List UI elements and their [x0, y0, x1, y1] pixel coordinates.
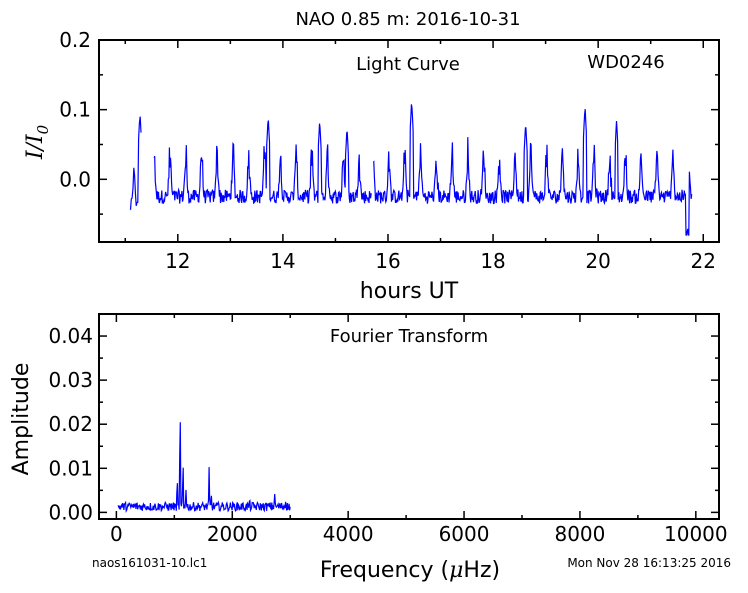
light-curve-series: [129, 104, 693, 236]
x-tick-label: 10000: [664, 522, 728, 546]
y-tick-label: 0.0: [59, 167, 91, 191]
x-tick-label: 18: [480, 249, 505, 273]
y-tick-label: 0.04: [48, 324, 93, 348]
y-tick-label: 0.2: [59, 28, 91, 52]
x-tick-label: 20: [585, 249, 610, 273]
x-title-post: Hz): [463, 558, 500, 583]
light-curve-y-axis-title: I/I0: [23, 124, 52, 160]
y-tick-label: 0.02: [48, 412, 93, 436]
x-tick-label: 8000: [554, 522, 605, 546]
fourier-series: [117, 422, 291, 513]
y-axis-title-main: I/I: [23, 133, 48, 160]
svg-text:I/I0: I/I0: [23, 124, 52, 160]
object-name: WD0246: [587, 52, 664, 73]
fourier-annotation: Fourier Transform: [330, 326, 488, 347]
fourier-x-tick-labels: 0 2000 4000 6000 8000 10000: [110, 522, 728, 546]
y-tick-label: 0.1: [59, 98, 91, 122]
x-tick-label: 12: [165, 249, 190, 273]
y-axis-title-subscript: 0: [34, 124, 52, 134]
fourier-y-tick-labels: 0.00 0.01 0.02 0.03 0.04: [48, 324, 93, 524]
figure-title: NAO 0.85 m: 2016-10-31: [295, 9, 520, 30]
y-tick-label: 0.00: [48, 500, 93, 524]
light-curve-y-tick-labels: 0.0 0.1 0.2: [59, 28, 91, 191]
x-tick-label: 16: [375, 249, 400, 273]
light-curve-panel: 12 14 16 18 20 22 0.0 0.1 0.2 Light Curve WD024…: [23, 28, 720, 304]
y-tick-label: 0.01: [48, 456, 93, 480]
fourier-x-axis-title: Frequency (μHz): [320, 558, 500, 583]
x-tick-label: 4000: [323, 522, 374, 546]
y-tick-label: 0.03: [48, 368, 93, 392]
light-curve-frame: [98, 39, 720, 243]
footer-timestamp: Mon Nov 28 16:13:25 2016: [567, 556, 731, 570]
x-tick-label: 6000: [439, 522, 490, 546]
fourier-panel: 0 2000 4000 6000 8000 10000 0.000.010.020.030…: [9, 313, 728, 583]
light-curve-x-axis-title: hours UT: [360, 279, 459, 304]
light-curve-x-tick-labels: 12 14 16 18 20 22: [165, 249, 716, 273]
x-tick-label: 0: [110, 522, 123, 546]
x-tick-label: 2000: [207, 522, 258, 546]
fourier-y-axis-title: Amplitude: [9, 363, 34, 476]
x-tick-label: 22: [691, 249, 716, 273]
x-tick-label: 14: [270, 249, 295, 273]
footer-filename: naos161031-10.lc1: [92, 556, 207, 570]
light-curve-annotation: Light Curve: [356, 54, 460, 75]
fourier-frame: [98, 313, 720, 520]
x-title-pre: Frequency (: [320, 558, 449, 583]
x-title-mu: μ: [449, 558, 463, 583]
